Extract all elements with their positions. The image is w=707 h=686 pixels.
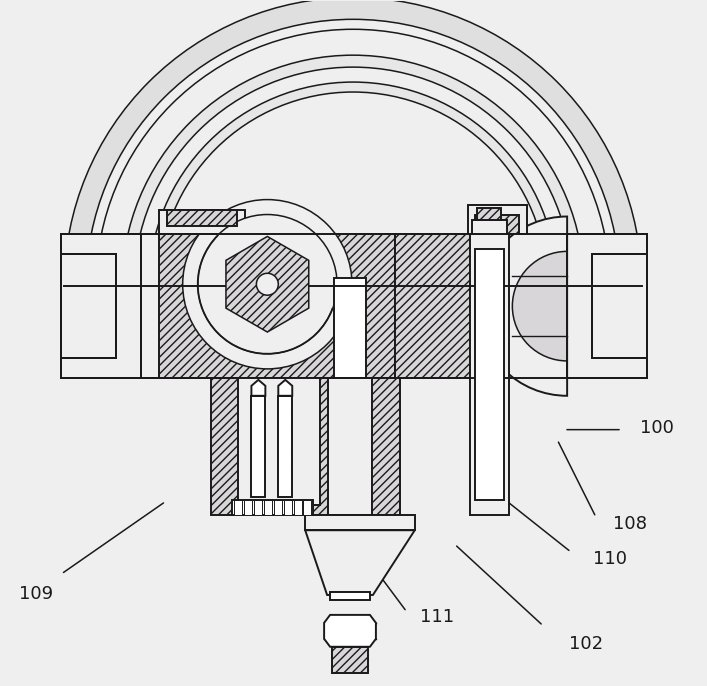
Circle shape	[257, 273, 279, 295]
Text: 111: 111	[420, 608, 454, 626]
Bar	[255, 500, 262, 515]
Text: 102: 102	[569, 635, 603, 653]
Wedge shape	[64, 0, 642, 286]
Wedge shape	[122, 55, 584, 286]
Polygon shape	[324, 615, 376, 647]
Polygon shape	[305, 530, 415, 595]
Bar	[474, 250, 504, 500]
Wedge shape	[96, 29, 610, 286]
Bar	[332, 647, 368, 673]
Polygon shape	[279, 380, 292, 396]
Bar	[141, 235, 567, 378]
Bar	[567, 235, 647, 378]
Wedge shape	[159, 92, 547, 286]
Bar	[328, 378, 372, 515]
Bar	[274, 500, 282, 515]
Wedge shape	[134, 67, 572, 286]
Bar	[62, 255, 116, 358]
Bar	[62, 235, 141, 378]
Bar	[305, 515, 415, 530]
Bar	[159, 209, 245, 235]
Bar	[477, 208, 501, 220]
Bar	[264, 500, 272, 515]
Bar	[167, 209, 238, 226]
Wedge shape	[477, 217, 567, 396]
Bar	[245, 500, 252, 515]
Bar	[279, 396, 292, 497]
Bar	[474, 215, 520, 235]
Bar	[294, 500, 302, 515]
Bar	[467, 204, 527, 235]
Bar	[472, 220, 508, 235]
Bar	[252, 396, 265, 497]
Bar	[334, 279, 366, 378]
Bar	[233, 500, 313, 515]
Bar	[303, 500, 311, 515]
Bar	[469, 235, 509, 515]
Text: 109: 109	[19, 585, 54, 603]
Circle shape	[198, 215, 337, 354]
Polygon shape	[211, 378, 400, 515]
Text: 100: 100	[640, 418, 674, 437]
Polygon shape	[159, 235, 395, 378]
Bar	[284, 500, 292, 515]
Wedge shape	[149, 82, 557, 286]
Bar	[330, 592, 370, 600]
Wedge shape	[513, 251, 567, 361]
Polygon shape	[252, 380, 265, 396]
Bar	[238, 378, 320, 506]
Bar	[235, 500, 243, 515]
Text: 110: 110	[593, 550, 627, 568]
Text: 108: 108	[613, 515, 647, 533]
Circle shape	[182, 200, 352, 369]
Polygon shape	[395, 235, 567, 378]
Bar	[592, 255, 647, 358]
Wedge shape	[86, 19, 620, 286]
Polygon shape	[226, 237, 309, 332]
